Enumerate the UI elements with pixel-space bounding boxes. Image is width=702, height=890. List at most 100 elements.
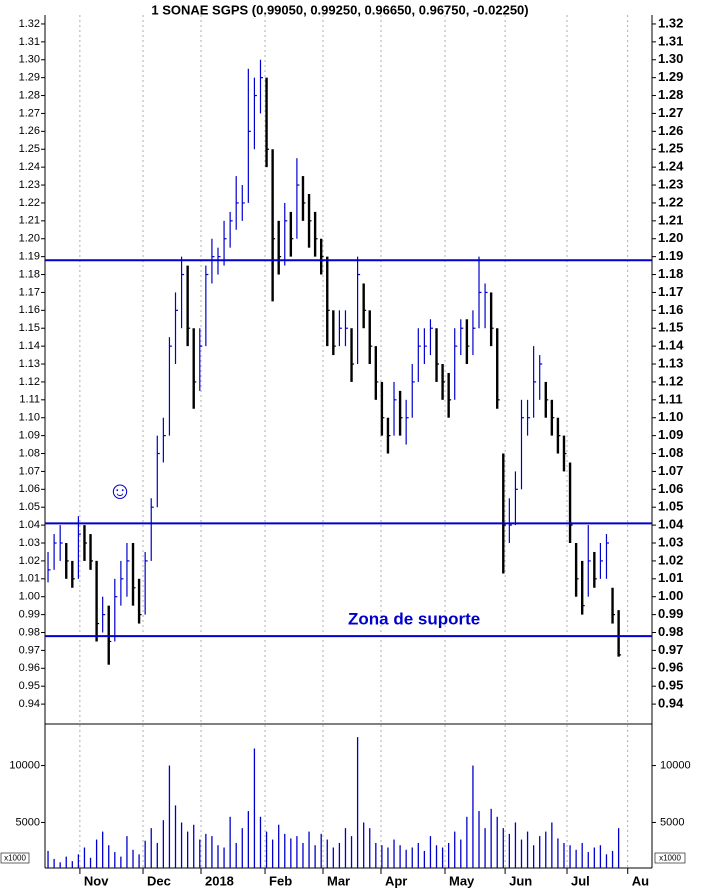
y-tick-label: 0.99 xyxy=(19,609,40,621)
x-tick-label: Mar xyxy=(327,873,350,888)
y-tick-label: 1.09 xyxy=(658,427,683,442)
y-tick-label: 1.11 xyxy=(19,394,40,406)
x-tick-label: Apr xyxy=(385,873,407,888)
y-tick-label: 1.24 xyxy=(658,159,684,174)
y-tick-label: 1.06 xyxy=(658,481,683,496)
y-tick-label: 1.19 xyxy=(19,251,40,263)
y-tick-label: 1.25 xyxy=(658,141,683,156)
x-tick-label: Jul xyxy=(571,873,590,888)
y-tick-label: 1.12 xyxy=(658,373,683,388)
volume-unit: x1000 xyxy=(4,854,26,863)
y-tick-label: 1.08 xyxy=(19,447,40,459)
y-tick-label: 5000 xyxy=(16,816,40,828)
y-tick-label: 1.30 xyxy=(658,51,683,66)
x-tick-label: 2018 xyxy=(205,873,234,888)
y-tick-label: 1.13 xyxy=(658,355,683,370)
y-tick-label: 1.17 xyxy=(658,284,683,299)
y-tick-label: 10000 xyxy=(9,759,40,771)
y-tick-label: 1.10 xyxy=(658,409,683,424)
y-tick-label: 1.24 xyxy=(19,161,40,173)
y-tick-label: 0.99 xyxy=(658,606,683,621)
y-tick-label: 1.04 xyxy=(658,517,684,532)
y-tick-label: 1.31 xyxy=(658,33,683,48)
y-tick-label: 1.15 xyxy=(658,320,683,335)
y-tick-label: 1.16 xyxy=(19,304,40,316)
y-tick-label: 1.02 xyxy=(19,555,40,567)
y-tick-label: 1.17 xyxy=(19,286,40,298)
y-tick-label: 0.95 xyxy=(19,680,40,692)
y-tick-label: 0.96 xyxy=(658,660,683,675)
y-tick-label: 0.97 xyxy=(658,642,683,657)
y-tick-label: 5000 xyxy=(660,816,684,828)
x-tick-label: May xyxy=(449,873,475,888)
y-tick-label: 1.26 xyxy=(658,123,683,138)
y-tick-label: 1.32 xyxy=(19,18,40,30)
y-tick-label: 1.22 xyxy=(19,197,40,209)
y-tick-label: 0.98 xyxy=(19,626,40,638)
y-tick-label: 1.03 xyxy=(19,537,40,549)
y-tick-label: 1.18 xyxy=(658,266,683,281)
y-tick-label: 1.21 xyxy=(19,215,40,227)
y-tick-label: 1.05 xyxy=(658,499,683,514)
volume-unit: x1000 xyxy=(659,854,681,863)
unit-box xyxy=(0,852,30,864)
x-tick-label: Feb xyxy=(269,873,292,888)
annotation: Zona de suporte xyxy=(348,609,480,628)
y-tick-label: 1.18 xyxy=(19,268,40,280)
y-tick-label: 1.09 xyxy=(19,430,40,442)
y-tick-label: 1.13 xyxy=(19,358,40,370)
y-tick-label: 1.14 xyxy=(658,338,684,353)
y-tick-label: 1.01 xyxy=(19,573,40,585)
y-tick-label: 0.96 xyxy=(19,662,40,674)
y-tick-label: 1.20 xyxy=(19,233,40,245)
y-tick-label: 1.27 xyxy=(19,107,40,119)
y-tick-label: 1.25 xyxy=(19,143,40,155)
y-tick-label: 1.01 xyxy=(658,570,683,585)
y-tick-label: 1.23 xyxy=(658,176,683,191)
y-tick-label: 1.10 xyxy=(19,412,40,424)
x-tick-label: Nov xyxy=(84,873,109,888)
y-tick-label: 1.07 xyxy=(19,465,40,477)
y-tick-label: 1.15 xyxy=(19,322,40,334)
y-tick-label: 1.29 xyxy=(658,69,683,84)
y-tick-label: 1.23 xyxy=(19,179,40,191)
y-tick-label: 1.21 xyxy=(658,212,683,227)
y-tick-label: 1.27 xyxy=(658,105,683,120)
y-tick-label: 1.07 xyxy=(658,463,683,478)
y-tick-label: 1.30 xyxy=(19,54,40,66)
y-tick-label: 1.22 xyxy=(658,194,683,209)
y-tick-label: 0.97 xyxy=(19,644,40,656)
y-tick-label: 0.94 xyxy=(658,696,684,711)
y-tick-label: 1.16 xyxy=(658,302,683,317)
y-tick-label: 1.20 xyxy=(658,230,683,245)
y-tick-label: 1.00 xyxy=(19,591,40,603)
y-tick-label: 1.08 xyxy=(658,445,683,460)
y-tick-label: 1.14 xyxy=(19,340,40,352)
x-tick-label: Jun xyxy=(509,873,532,888)
x-tick-label: Dec xyxy=(147,873,171,888)
y-tick-label: 1.11 xyxy=(658,391,683,406)
chart-title: 1 SONAE SGPS (0.99050, 0.99250, 0.96650,… xyxy=(151,2,528,17)
annotation: ☺ xyxy=(108,477,133,504)
y-tick-label: 1.26 xyxy=(19,125,40,137)
y-tick-label: 1.12 xyxy=(19,376,40,388)
x-tick-label: Au xyxy=(632,873,649,888)
y-tick-label: 1.28 xyxy=(19,89,40,101)
y-tick-label: 1.06 xyxy=(19,483,40,495)
y-tick-label: 1.03 xyxy=(658,534,683,549)
y-tick-label: 0.94 xyxy=(19,698,40,710)
y-tick-label: 1.31 xyxy=(19,36,40,48)
y-tick-label: 10000 xyxy=(660,759,691,771)
y-tick-label: 1.32 xyxy=(658,15,683,30)
y-tick-label: 1.05 xyxy=(19,501,40,513)
y-tick-label: 1.19 xyxy=(658,248,683,263)
y-tick-label: 1.04 xyxy=(19,519,40,531)
y-tick-label: 1.00 xyxy=(658,588,683,603)
y-tick-label: 0.95 xyxy=(658,678,683,693)
y-tick-label: 0.98 xyxy=(658,624,683,639)
unit-box xyxy=(654,852,686,864)
y-tick-label: 1.02 xyxy=(658,552,683,567)
